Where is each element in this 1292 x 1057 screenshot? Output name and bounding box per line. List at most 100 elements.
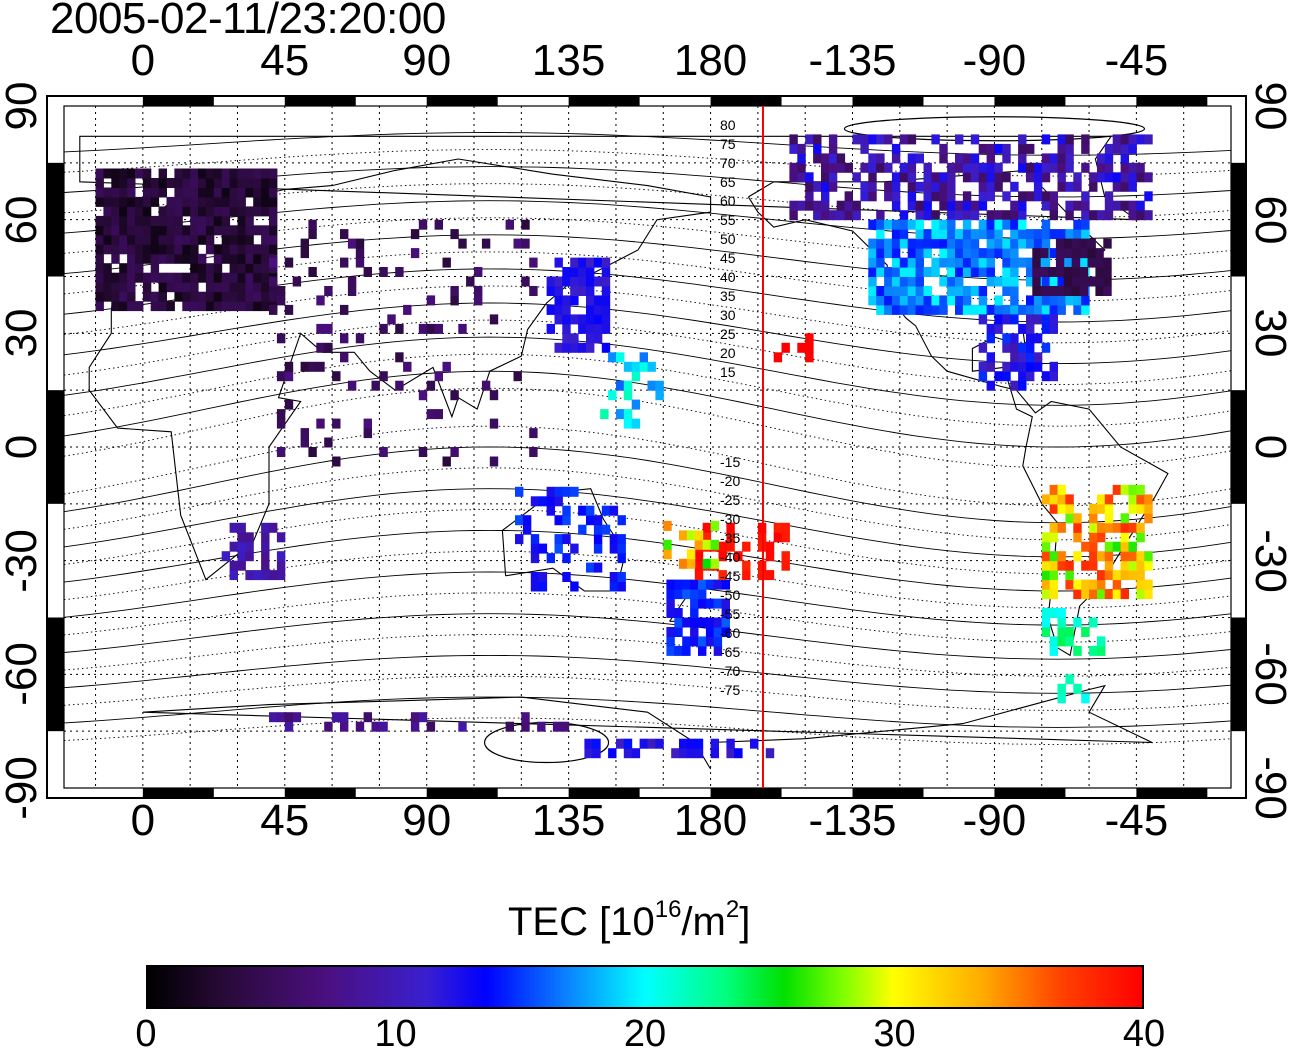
tec-cell [978,267,988,277]
tec-cell [1049,153,1058,164]
tec-cell [1002,267,1011,277]
tec-cell [593,295,603,306]
tec-cell [221,215,231,226]
tec-cell [947,238,956,249]
tec-cell [616,380,625,391]
timestamp-title: 2005-02-11/23:20:00 [50,0,446,43]
tec-cell [253,291,262,302]
tec-cell [915,248,924,259]
tec-cell [150,225,160,236]
tec-cell [221,178,231,188]
tec-cell [1033,333,1043,344]
tec-cell [1136,579,1145,590]
tec-cell [261,272,270,283]
tec-cell [1073,579,1082,590]
tec-cell [623,738,633,749]
tec-cell [593,257,603,268]
tec-cell [119,187,128,198]
tec-cell [694,539,704,550]
tec-cell [489,314,499,325]
tec-cell [1095,276,1104,287]
tec-cell [269,291,278,302]
tec-cell [95,282,104,293]
tec-cell [1041,560,1051,571]
tec-cell [237,253,246,264]
tec-cell [1144,494,1153,505]
tec-cell [592,738,601,749]
tec-cell [789,162,798,173]
tec-cell [142,196,152,207]
tec-cell [789,210,798,221]
tec-cell [276,570,286,581]
tec-cell [1057,693,1066,704]
tec-cell [205,168,215,179]
tec-cell [1026,276,1035,287]
tec-cell [127,301,136,312]
tec-cell [726,522,735,533]
tec-cell [1136,134,1145,145]
tec-cell [1032,248,1041,259]
tec-cell [546,304,555,315]
tec-cell [915,210,924,221]
tec-cell [1033,295,1043,306]
tec-cell [111,206,120,217]
tec-cell [962,153,972,164]
tec-cell [674,645,683,656]
tec-cell [530,534,540,545]
tec-cell [237,532,246,543]
tec-cell [1103,276,1112,287]
tec-cell [221,206,231,217]
tec-cell [198,215,207,226]
tec-cell [1041,589,1051,600]
tec-cell [679,530,688,541]
tec-cell [570,581,579,592]
tec-cell [253,187,262,198]
tec-cell [253,272,262,283]
tec-cell [261,551,270,562]
tec-cell [1112,522,1122,533]
tec-cell [586,286,595,296]
tec-cell [947,295,956,306]
tec-cell [221,301,231,312]
contour-line [63,319,1232,385]
longitude-tick-top: -45 [1104,36,1169,85]
tec-cell [1032,257,1041,268]
contour-label: 15 [720,364,736,380]
tec-cell [198,206,207,217]
tec-cell [986,276,995,287]
tec-cell [1018,323,1027,334]
tec-cell [931,191,940,202]
tec-cell [1120,134,1129,145]
frame-stripe [710,788,782,798]
tec-cell [284,304,294,315]
tec-cell [458,721,467,732]
tec-cell [1002,361,1011,372]
tec-cell [939,153,948,164]
latitude-tick-right: 0 [1246,434,1292,460]
tec-cell [923,172,932,183]
tec-cell [694,530,704,541]
tec-cell [1049,162,1058,173]
tec-cell [705,617,715,628]
tec-cell [1057,560,1066,571]
tec-cell [95,244,104,255]
tec-cell [884,248,893,259]
tec-cell [1010,304,1019,315]
tec-cell [1055,286,1065,296]
tec-cell [578,505,587,516]
tec-cell [805,181,814,192]
tec-cell [813,181,822,192]
tec-cell [1057,522,1066,533]
tec-cell [1010,295,1019,306]
tec-cell [174,282,183,293]
tec-cell [1010,210,1019,221]
tec-cell [237,225,246,236]
tec-cell [1128,143,1137,154]
tec-cell [395,323,404,334]
tec-cell [103,291,112,302]
tec-cell [773,352,783,363]
north-magnetic-pole-contour [843,116,1146,142]
tec-cell [522,515,532,526]
tec-cell [1049,229,1058,240]
tec-cell [721,608,730,618]
